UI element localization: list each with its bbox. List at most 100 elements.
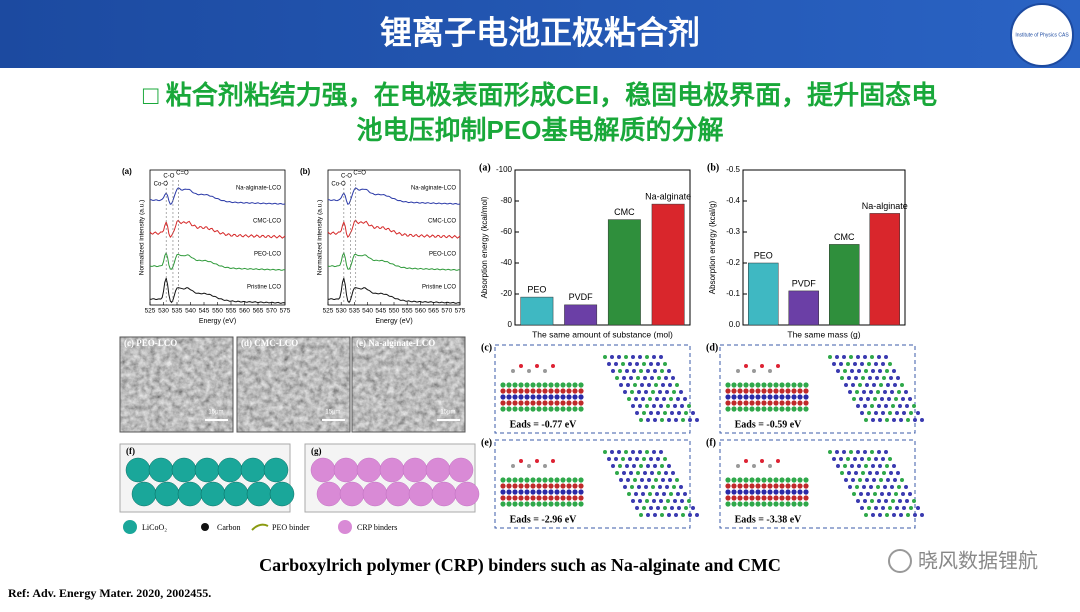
atom — [847, 376, 851, 380]
atom — [886, 383, 890, 387]
atom — [725, 477, 731, 483]
atom — [866, 397, 870, 401]
atom — [779, 394, 785, 400]
atom — [803, 495, 809, 501]
atom — [578, 477, 584, 483]
atom — [743, 483, 749, 489]
atom — [767, 382, 773, 388]
atom — [660, 464, 664, 468]
adsorbate-atom — [535, 459, 539, 463]
atom — [566, 489, 572, 495]
atom — [631, 355, 635, 359]
atom — [611, 369, 615, 373]
atom — [767, 388, 773, 394]
atom — [660, 418, 664, 422]
atom — [512, 483, 518, 489]
plot-frame — [514, 169, 691, 326]
atom — [874, 411, 878, 415]
atom — [572, 400, 578, 406]
sem-label: (c) PEO-LCO — [124, 338, 177, 348]
atom — [840, 376, 844, 380]
atom — [797, 394, 803, 400]
atom — [731, 406, 737, 412]
atom — [512, 400, 518, 406]
atom — [506, 477, 512, 483]
atom — [891, 404, 895, 408]
sem-label: (d) CMC-LCO — [241, 338, 298, 348]
atom — [900, 478, 904, 482]
atom — [731, 388, 737, 394]
atom — [653, 464, 657, 468]
y-tick-label: -40 — [500, 258, 512, 267]
atom — [852, 397, 856, 401]
atom — [629, 376, 633, 380]
particle — [246, 481, 272, 507]
atom — [749, 400, 755, 406]
atom — [630, 485, 634, 489]
adsorbate-atom — [551, 364, 555, 368]
spectrum-curve — [328, 276, 461, 304]
annotation: C-O — [163, 174, 174, 180]
atom — [631, 499, 635, 503]
structure-label: (d) — [706, 342, 718, 353]
atom — [524, 489, 530, 495]
atom — [846, 457, 850, 461]
panel-label: (a) — [479, 162, 491, 173]
atom — [512, 388, 518, 394]
legend-label: CRP binders — [357, 523, 397, 532]
slide-title: 锂离子电池正极粘合剂 — [380, 14, 700, 50]
atom — [666, 499, 670, 503]
atom — [855, 485, 859, 489]
atom — [785, 382, 791, 388]
atom — [536, 382, 542, 388]
atom — [867, 506, 871, 510]
atom — [743, 388, 749, 394]
atom — [881, 362, 885, 366]
atom — [660, 369, 664, 373]
atom — [737, 477, 743, 483]
atom — [542, 406, 548, 412]
atom — [797, 400, 803, 406]
atom — [578, 394, 584, 400]
atom — [880, 492, 884, 496]
atom — [855, 390, 859, 394]
atom — [843, 369, 847, 373]
atom — [681, 513, 685, 517]
bar-label: PVDF — [569, 292, 594, 302]
atom — [638, 450, 642, 454]
atom — [731, 489, 737, 495]
atom — [647, 478, 651, 482]
atom — [644, 485, 648, 489]
atom — [560, 382, 566, 388]
atom — [653, 369, 657, 373]
atom — [876, 485, 880, 489]
atom — [659, 499, 663, 503]
atom — [773, 406, 779, 412]
atom — [725, 501, 731, 507]
atom — [684, 411, 688, 415]
atom — [668, 478, 672, 482]
x-tick-label: 565 — [253, 308, 264, 315]
particle — [223, 481, 249, 507]
atom — [500, 400, 506, 406]
atom — [737, 501, 743, 507]
atom — [755, 477, 761, 483]
atom — [879, 478, 883, 482]
atom — [870, 355, 874, 359]
atom — [623, 390, 627, 394]
atom — [891, 499, 895, 503]
adsorbate-atom — [752, 369, 756, 373]
cartoon-label: (g) — [311, 446, 322, 456]
atom — [684, 506, 688, 510]
atom — [628, 457, 632, 461]
x-tick-label: 570 — [441, 308, 452, 315]
curve-label: Pristine LCO — [247, 285, 281, 291]
atom — [524, 501, 530, 507]
atom — [882, 471, 886, 475]
atom — [803, 394, 809, 400]
scale-label: 15μm — [325, 410, 340, 416]
atom — [857, 369, 861, 373]
atom — [773, 483, 779, 489]
atom — [659, 450, 663, 454]
